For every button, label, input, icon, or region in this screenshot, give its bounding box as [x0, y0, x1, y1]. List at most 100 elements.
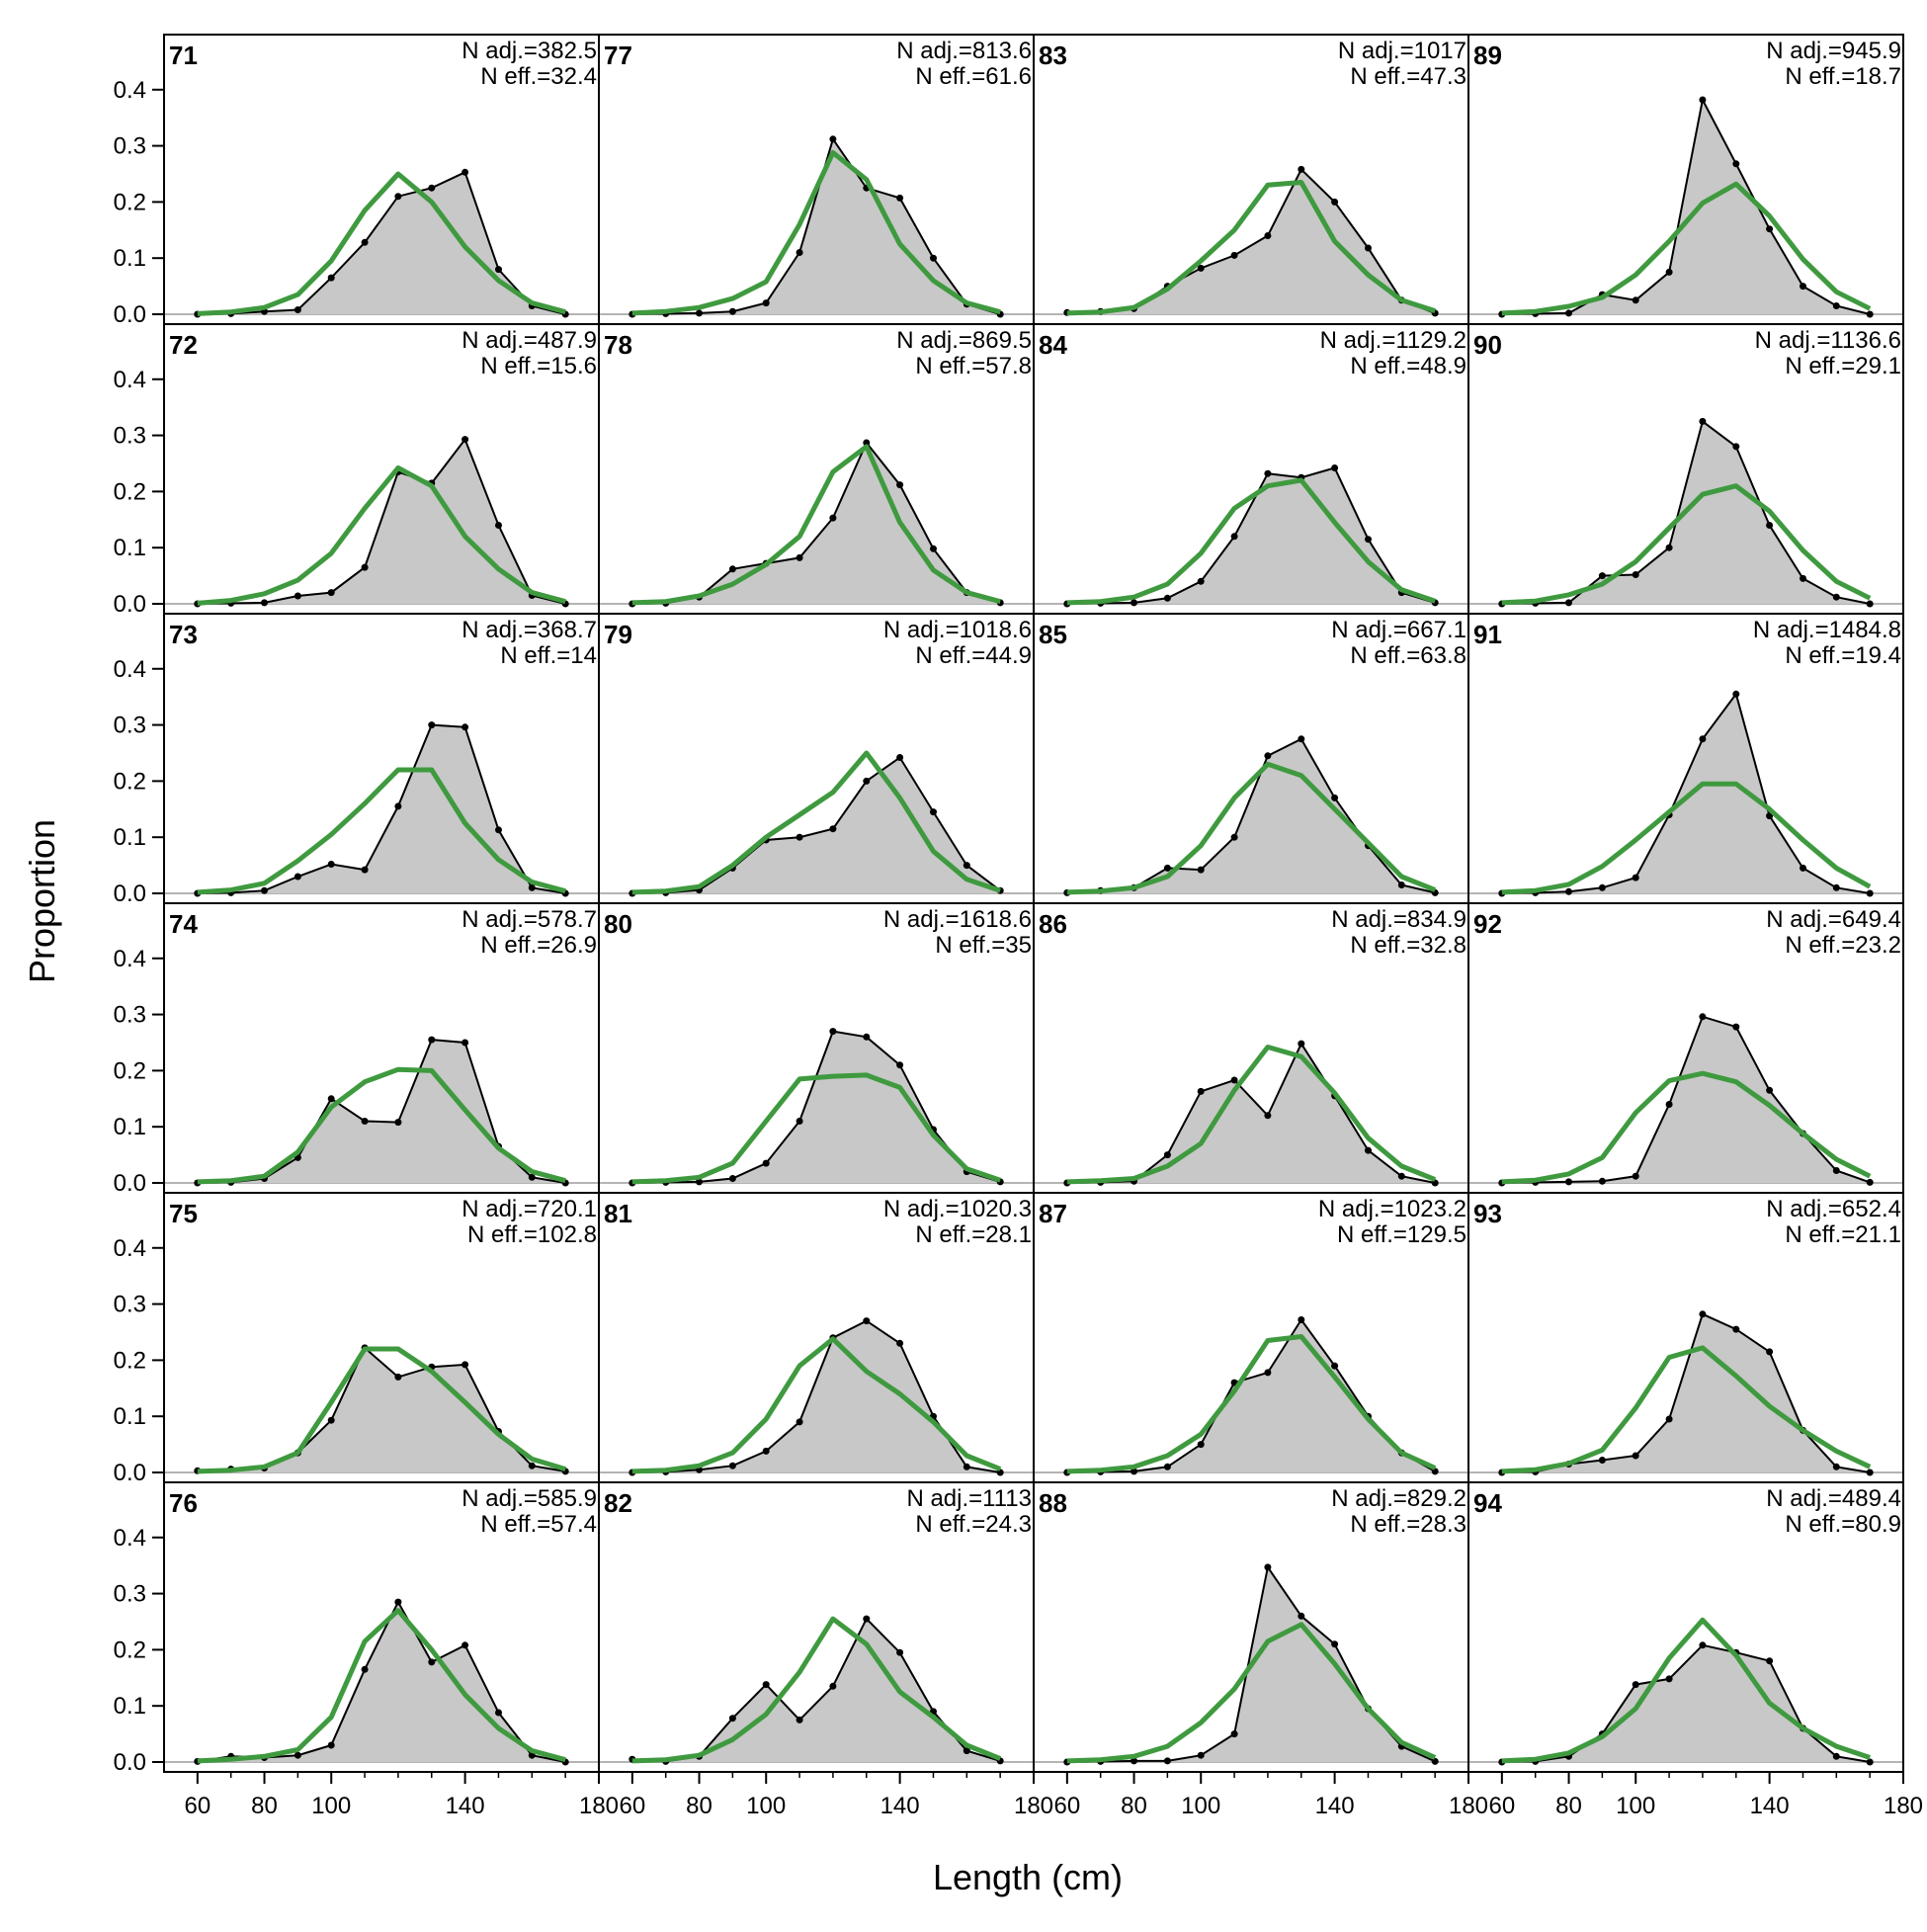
panel-n-eff: N eff.=26.9 [480, 932, 597, 959]
observed-point [896, 1648, 904, 1656]
observed-point [461, 1361, 469, 1369]
panel-n-adj: N adj.=489.4 [1766, 1485, 1901, 1512]
y-tick-label: 0.4 [114, 946, 146, 972]
observed-point [930, 254, 937, 262]
x-tick-label: 100 [311, 1793, 351, 1819]
y-tick-label: 0.2 [114, 1057, 146, 1084]
observed-area [1501, 1313, 1871, 1472]
panel-n-adj: N adj.=829.2 [1331, 1485, 1466, 1512]
panel-86: 86 N adj.=834.9N eff.=32.8 [1033, 902, 1469, 1194]
observed-point [1665, 1415, 1673, 1423]
panel-79: 79 N adj.=1018.6N eff.=44.9 [598, 613, 1035, 904]
observed-area [1066, 169, 1436, 314]
panel-n-adj: N adj.=585.9 [461, 1485, 597, 1512]
observed-point [930, 545, 937, 552]
observed-area [1066, 738, 1436, 893]
x-tick-label: 180 [1449, 1793, 1488, 1819]
panel-n-eff: N eff.=44.9 [915, 642, 1032, 669]
expected-line [631, 1072, 1001, 1185]
observed-point [1264, 1369, 1272, 1377]
observed-point [293, 592, 301, 600]
observed-point [1632, 874, 1639, 882]
panel-76: 76 N adj.=585.9N eff.=57.4 0.0 0.1 0.2 0.3 0.4… [114, 1481, 619, 1819]
observed-point [1699, 1310, 1707, 1318]
observed-area [631, 443, 1001, 604]
x-tick-label: 140 [1315, 1793, 1355, 1819]
observed-point [863, 1033, 871, 1041]
panel-90: 90 N adj.=1136.6N eff.=29.1 [1467, 323, 1904, 615]
observed-line [197, 170, 566, 315]
observed-point [1298, 1040, 1305, 1048]
panel-year-label: 78 [604, 330, 632, 360]
x-tick-label: 80 [251, 1793, 278, 1819]
observed-point [1699, 1013, 1707, 1021]
observed-point [762, 1447, 770, 1455]
observed-line [197, 723, 566, 894]
observed-point [1832, 883, 1840, 891]
y-tick-label: 0.0 [114, 1749, 146, 1776]
y-tick-label: 0.2 [114, 478, 146, 505]
y-tick-label: 0.3 [114, 713, 146, 739]
observed-point [796, 1118, 803, 1125]
observed-area [197, 172, 566, 314]
expected-line [1501, 1617, 1871, 1764]
panel-year-label: 73 [169, 620, 198, 649]
observed-point [1397, 882, 1405, 888]
panel-year-label: 77 [604, 41, 632, 70]
panel-year-label: 94 [1473, 1488, 1502, 1518]
observed-area [197, 1347, 566, 1472]
observed-line [197, 437, 566, 605]
observed-point [428, 1658, 436, 1666]
observed-point [1331, 464, 1339, 471]
observed-point [261, 599, 268, 607]
panel-n-eff: N eff.=23.2 [1785, 932, 1901, 959]
panel-n-adj: N adj.=487.9 [461, 327, 597, 354]
panel-n-adj: N adj.=382.5 [461, 38, 597, 64]
panel-n-eff: N eff.=32.4 [480, 63, 597, 90]
observed-point [896, 481, 904, 489]
observed-point [1699, 96, 1707, 104]
panel-87: 87 N adj.=1023.2N eff.=129.5 [1033, 1192, 1469, 1483]
observed-point [1800, 283, 1806, 291]
observed-point [327, 1741, 335, 1749]
observed-point [1197, 264, 1205, 272]
panel-n-eff: N eff.=14 [500, 642, 597, 669]
observed-point [896, 1061, 904, 1069]
panel-year-label: 72 [169, 330, 198, 360]
observed-point [461, 1641, 469, 1649]
expected-line [1501, 483, 1872, 606]
panel-73: 73 N adj.=368.7N eff.=14 0.0 0.1 0.2 0.3 0.4 [114, 613, 600, 907]
expected-line [197, 1066, 566, 1185]
panel-92: 92 N adj.=649.4N eff.=23.2 [1467, 902, 1904, 1194]
observed-point [528, 1173, 536, 1181]
panel-n-adj: N adj.=1023.2 [1318, 1196, 1466, 1222]
observed-point [1230, 533, 1238, 541]
panel-n-eff: N eff.=63.8 [1350, 642, 1466, 669]
panel-n-eff: N eff.=18.7 [1785, 63, 1901, 90]
y-tick-label: 0.0 [114, 881, 146, 907]
observed-point [1131, 1757, 1137, 1765]
observed-point [361, 866, 369, 874]
observed-point [1866, 310, 1874, 318]
observed-point [829, 514, 837, 522]
observed-point [1866, 889, 1874, 897]
x-tick-label: 60 [1488, 1793, 1515, 1819]
observed-point [327, 1095, 335, 1103]
panel-85: 85 N adj.=667.1N eff.=63.8 [1033, 613, 1469, 904]
x-tick-label: 100 [1616, 1793, 1655, 1819]
observed-point [963, 862, 970, 870]
observed-point [1866, 1758, 1874, 1766]
x-tick-label: 180 [579, 1793, 619, 1819]
observed-point [1230, 833, 1238, 841]
observed-point [1331, 1640, 1339, 1648]
observed-point [1665, 1101, 1673, 1108]
observed-area [1066, 1044, 1436, 1183]
y-tick-label: 0.2 [114, 189, 146, 215]
panel-n-eff: N eff.=47.3 [1350, 63, 1466, 90]
panel-year-label: 76 [169, 1488, 198, 1518]
observed-point [1197, 1751, 1205, 1759]
observed-point [293, 1751, 301, 1759]
y-tick-label: 0.4 [114, 1525, 146, 1552]
